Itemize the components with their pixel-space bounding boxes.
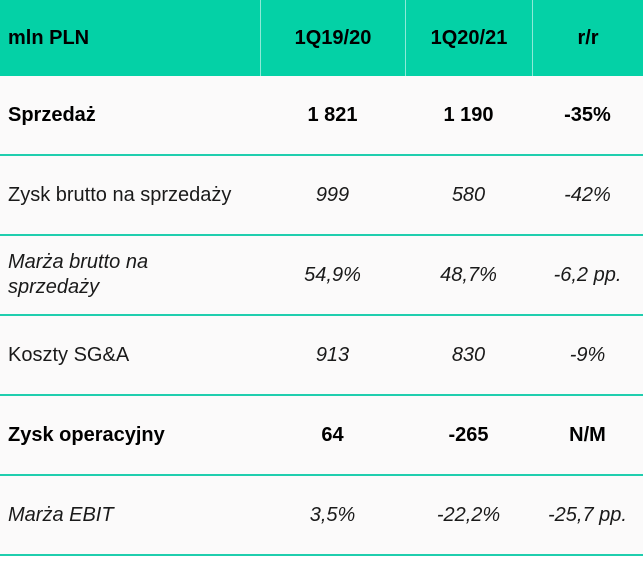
cell-value: 3,5% xyxy=(309,503,356,526)
col-header-1q20-21: 1Q20/21 xyxy=(405,0,532,76)
table-row-sprzedaz: Sprzedaż 1 821 1 190 -35% xyxy=(0,76,643,156)
cell-value: 830 xyxy=(451,343,486,366)
table-header-row: mln PLN 1Q19/20 1Q20/21 r/r xyxy=(0,0,643,76)
cell-value: -9% xyxy=(569,343,606,366)
cell-value: -6,2 pp. xyxy=(553,263,622,286)
cell-value: 580 xyxy=(451,183,486,206)
row-label: Zysk brutto na sprzedaży xyxy=(8,183,232,206)
table-row-marza-brutto: Marża brutto na sprzedaży 54,9% 48,7% -6… xyxy=(0,236,643,316)
table-row-marza-ebit: Marża EBIT 3,5% -22,2% -25,7 pp. xyxy=(0,476,643,556)
unit-header: mln PLN xyxy=(8,26,90,49)
table-row-koszty-sga: Koszty SG&A 913 830 -9% xyxy=(0,316,643,396)
row-label: Marża brutto na sprzedaży xyxy=(8,251,149,298)
row-label: Sprzedaż xyxy=(8,103,96,126)
cell-value: 64 xyxy=(321,423,344,446)
col-header-rr: r/r xyxy=(532,0,643,76)
cell-value: 54,9% xyxy=(304,263,361,286)
cell-value: N/M xyxy=(569,423,606,446)
cell-value: -42% xyxy=(564,183,611,206)
cell-value: -25,7 pp. xyxy=(548,503,627,526)
row-label: Zysk operacyjny xyxy=(8,423,165,446)
cell-value: 1 190 xyxy=(443,103,494,126)
cell-value: -22,2% xyxy=(436,503,501,526)
table-row-zysk-operacyjny: Zysk operacyjny 64 -265 N/M xyxy=(0,396,643,476)
cell-value: 999 xyxy=(315,183,350,206)
row-label: Koszty SG&A xyxy=(8,343,130,366)
cell-value: -265 xyxy=(448,423,489,446)
cell-value: 913 xyxy=(315,343,350,366)
cell-value: -35% xyxy=(564,103,611,126)
cell-value: 1 821 xyxy=(307,103,358,126)
col-header-1q19-20: 1Q19/20 xyxy=(260,0,405,76)
cell-value: 48,7% xyxy=(440,263,497,286)
table-row-zysk-brutto: Zysk brutto na sprzedaży 999 580 -42% xyxy=(0,156,643,236)
row-label: Marża EBIT xyxy=(8,503,114,526)
